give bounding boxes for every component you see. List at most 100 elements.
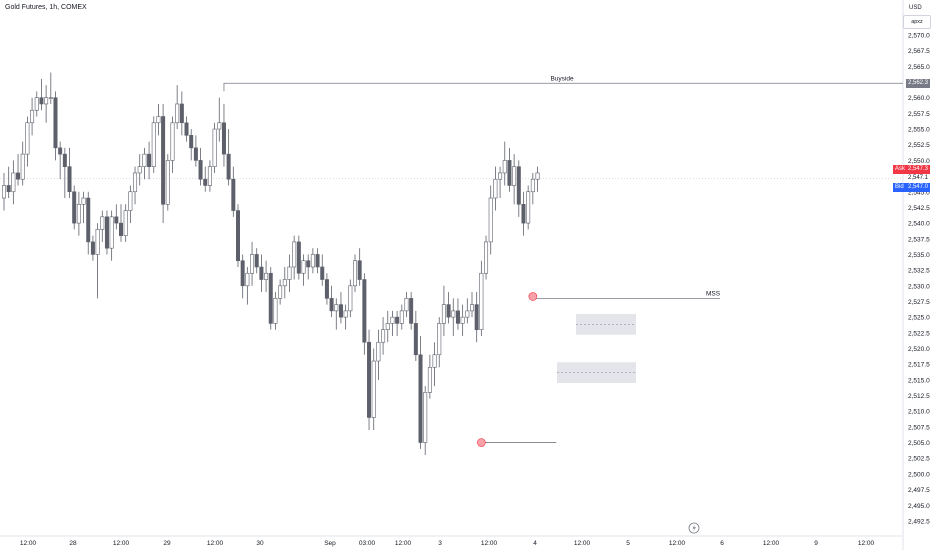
buyside-line[interactable] [223,82,903,92]
ask-value: 2,547.3 [907,165,928,172]
candle-body [259,266,264,280]
candle-body [465,310,470,318]
candle-body [287,266,292,280]
candle-body [469,304,474,312]
candle-body [30,109,35,124]
candle-body [427,367,432,393]
candle-body [1,185,7,199]
candle-body [437,323,442,356]
candle-body [207,166,212,186]
candle-body [250,254,255,274]
candle-body [301,260,306,274]
candle-body [203,178,208,186]
candle-body [338,304,343,318]
price-tick-label: 2,552.5 [908,142,930,149]
price-tick-label: 2,570.0 [908,33,930,40]
candle-body [455,310,460,324]
candle-body [34,97,39,111]
fair-value-gap-lower[interactable] [557,362,636,383]
candle-body [72,191,77,224]
candle-body [179,103,184,124]
candle-body [376,341,381,362]
candle-body [137,166,142,174]
candle-body [423,392,428,443]
candle-body [296,241,301,274]
price-tick-label: 2,540.0 [908,221,930,228]
candle-body [535,172,540,180]
price-tick-label: 2,505.0 [908,440,930,447]
candle-body [526,191,531,224]
scale-mode-button[interactable]: apxz [903,15,931,29]
candle-body [11,172,16,193]
candle-body [488,197,493,243]
candle-body [114,216,119,224]
candle-body [446,304,451,318]
candle-body [16,172,21,180]
candle-body [516,166,521,205]
fair-value-gap-upper[interactable] [576,314,636,335]
time-tick-label: Sep [324,540,336,547]
price-tick-label: 2,527.5 [908,299,930,306]
time-tick-label: 12:00 [20,540,37,547]
price-scale-separator [0,0,904,550]
ask-label: Ask [895,165,906,172]
bid-price-tag: Bid 2,547.0 [893,183,930,193]
mss-label: MSS [706,290,721,297]
time-axis[interactable]: 12:00 28 12:00 29 12:00 30 Sep 03:00 12:00 3 12:00… [20,540,875,547]
candle-body [90,241,95,255]
candle-body [441,304,446,324]
candle-body [521,203,526,224]
time-tick-label: 12:00 [763,540,780,547]
candle-body [67,166,72,193]
swing-low-marker[interactable] [477,438,486,447]
candle-body [306,260,311,268]
candle-body [460,316,465,324]
candle-body [399,310,404,324]
candle-body [357,260,362,280]
price-tick-label: 2,510.0 [908,409,930,416]
swing-high-marker[interactable] [528,292,538,301]
price-tick-label: 2,565.0 [908,64,930,71]
candle-body [133,172,138,193]
chart-title: Gold Futures, 1h, COMEX [5,4,87,11]
price-scale[interactable]: 2,570.02,567.52,565.02,562.52,560.02,557… [908,33,930,526]
candle-body [268,272,273,324]
candle-body [198,160,203,180]
candle-body [348,285,353,312]
currency-label[interactable]: USD [909,5,922,11]
candle-body [371,360,376,418]
candle-body [95,229,100,255]
candle-body [58,147,63,155]
candle-body [320,266,325,280]
candle-body [278,285,283,299]
candle-body [231,178,236,211]
candle-body [381,329,386,343]
time-tick-label: 12:00 [113,540,130,547]
candle-body [25,122,30,155]
price-tick-label: 2,495.0 [908,503,930,510]
candle-body [109,216,114,249]
buyside-price-value: 2,562.3 [908,79,929,86]
ask-price-tag: Ask 2,547.3 [893,164,930,174]
price-tick-label: 2,550.0 [908,158,930,165]
candle-body [474,304,479,330]
candle-body [161,116,166,205]
time-tick-label: 9 [814,540,818,547]
time-tick-label: 12:00 [574,540,591,547]
candle-body [292,241,297,268]
time-tick-label: 5 [626,540,630,547]
candle-body [502,160,507,174]
price-tick-label: 2,500.0 [908,471,930,478]
candle-body [53,97,58,149]
candle-body [100,216,105,230]
candle-body [479,272,484,330]
price-tick-label: 2,515.0 [908,377,930,384]
time-tick-label: 3 [438,540,442,547]
time-tick-label: 30 [256,540,264,547]
price-tick-label: 2,497.5 [908,487,930,494]
candle-body [432,354,437,368]
lightning-icon[interactable] [688,522,700,534]
time-tick-label: 03:00 [359,540,376,547]
